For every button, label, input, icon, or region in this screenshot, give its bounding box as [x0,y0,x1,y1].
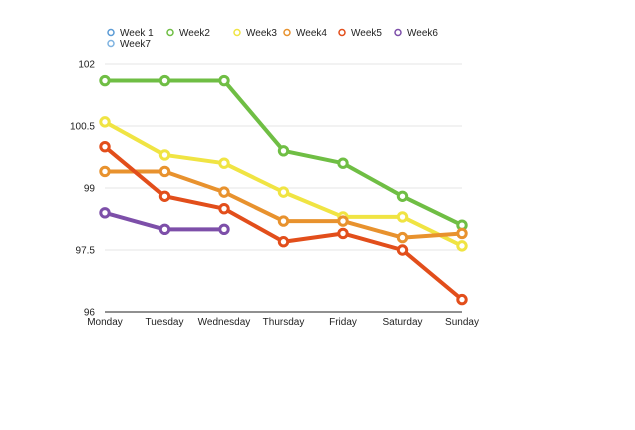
legend-item: Week4 [283,28,327,39]
x-tick-label: Saturday [382,317,422,328]
x-tick-label: Tuesday [146,317,184,328]
data-point [158,165,171,178]
legend-label: Week6 [407,28,438,39]
data-point [396,190,409,202]
legend-item: Week7 [107,39,151,50]
data-point [99,207,111,219]
y-axis-ticks: 102 100.5 99 97.5 96 [70,60,95,319]
legend-item: Week2 [166,28,210,39]
data-point [99,74,111,87]
data-point [277,145,290,157]
x-tick-label: Monday [87,317,123,328]
y-tick-label: 97.5 [76,246,96,257]
data-point [277,236,290,248]
data-point [158,74,171,87]
data-point [218,74,230,87]
data-point [396,244,409,256]
data-point [456,293,468,306]
series-week4 [99,165,468,244]
data-point [99,116,111,128]
data-point [277,186,290,198]
legend-marker-icon [107,39,115,48]
legend-label: Week7 [120,39,151,50]
data-point [396,211,409,223]
data-point [158,190,171,202]
data-point [456,240,468,252]
data-point [396,231,409,244]
legend-label: Week2 [179,28,210,39]
y-tick-label: 99 [84,184,96,195]
legend-marker-icon [283,28,291,37]
data-point [337,227,349,240]
legend-item: Week6 [394,28,438,39]
legend-label: Week3 [246,28,277,39]
data-point [99,140,111,153]
x-axis-ticks: Monday Tuesday Wednesday Thursday Friday Satu… [87,317,479,328]
legend-marker-icon [338,28,346,37]
x-tick-label: Sunday [445,317,479,328]
data-point [218,223,230,236]
data-point [277,215,290,227]
legend-item: Week3 [233,28,277,39]
data-point [99,165,111,178]
series-week3 [99,116,468,252]
data-point [456,227,468,240]
y-tick-label: 96 [84,308,96,319]
y-tick-label: 100.5 [70,122,95,133]
x-tick-label: Wednesday [198,317,251,328]
series-week2 [99,74,468,231]
legend-label: Week4 [296,28,327,39]
data-point [218,157,230,169]
data-point [158,223,171,236]
data-point [158,149,171,161]
legend-marker-icon [107,28,115,37]
legend-marker-icon [394,28,402,37]
legend-label: Week 1 [120,28,154,39]
legend: Week 1 Week2 Week3 Week4 Week5 Week6 Week7 [107,28,438,50]
x-tick-label: Friday [329,317,357,328]
data-point [218,202,230,215]
data-point [337,157,349,169]
series-layer [99,74,468,306]
x-tick-label: Thursday [263,317,305,328]
data-point [218,186,230,198]
data-point [337,215,349,227]
legend-item: Week5 [338,28,382,39]
legend-label: Week5 [351,28,382,39]
legend-marker-icon [166,28,174,37]
y-tick-label: 102 [78,60,95,71]
legend-marker-icon [233,28,241,37]
series-week5 [99,140,468,306]
series-week6 [99,207,230,236]
legend-item: Week 1 [107,28,154,39]
